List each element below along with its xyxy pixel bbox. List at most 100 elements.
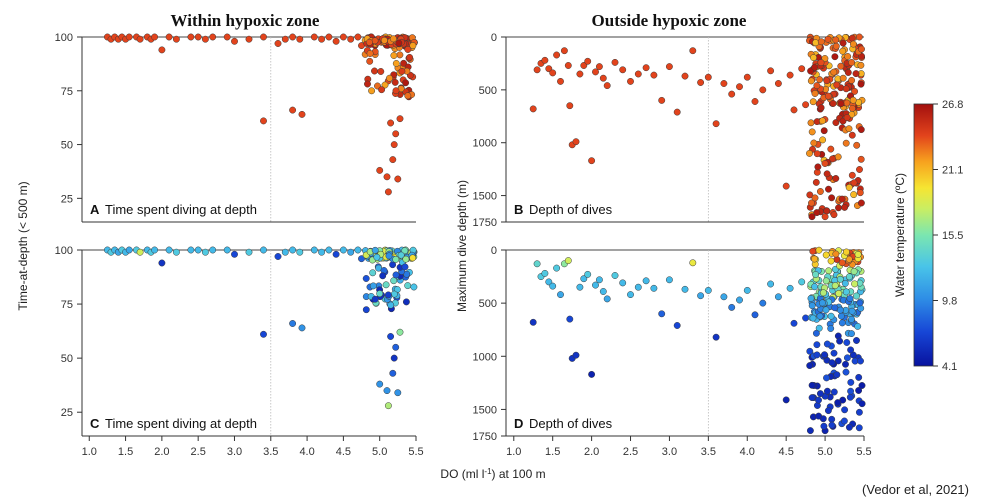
data-point [858,400,866,408]
data-point [373,253,381,261]
data-point [274,40,282,47]
data-point [813,150,821,158]
data-point [576,283,584,291]
colorbar: 26.8 21.1 15.5 9.8 4.1 Water temperature (ºC… [893,99,963,373]
data-point [743,73,751,81]
data-point [390,141,398,149]
x-tick-label: 1.0 [506,446,521,458]
data-point [339,246,347,254]
plot-area [82,37,416,222]
data-point [852,70,860,78]
data-point [390,277,398,285]
panel-letter: D [514,416,523,431]
data-point [798,65,806,73]
data-point [325,246,333,254]
data-point [332,250,340,258]
x-tick-label: 4.5 [779,446,794,458]
y-tick-label: 50 [61,353,73,365]
x-tick-label: 2.5 [191,446,206,458]
data-point [847,387,855,395]
data-point [383,387,391,395]
data-point [389,156,397,164]
data-point [855,33,863,41]
data-point [553,264,561,272]
y-tick-label: 100 [55,32,73,44]
data-point [712,120,720,128]
data-point [366,50,374,57]
data-point [557,77,564,85]
data-point [392,60,400,67]
data-point [839,39,847,47]
data-point [782,182,790,190]
data-point [786,284,794,292]
data-point [845,423,853,431]
data-point [371,246,379,254]
data-point [845,184,853,191]
data-point [533,66,541,74]
data-point [808,199,815,207]
data-point [369,269,377,277]
data-point [595,63,603,71]
x-tick-label: 3.0 [227,446,242,458]
data-point [201,35,209,43]
data-point [806,427,814,435]
data-point [354,246,362,254]
colorbar-tick-label: 15.5 [942,230,963,242]
data-point [201,248,209,256]
data-point [347,248,355,256]
data-point [382,281,390,289]
data-point [842,368,850,376]
x-tick-label: 5.5 [408,446,423,458]
data-point [728,303,736,311]
data-point [371,67,378,75]
data-point [851,280,859,288]
data-point [827,257,835,265]
data-point [808,302,816,310]
colorbar-tick-label: 21.1 [942,165,963,177]
data-point [392,87,400,95]
data-point [298,110,306,118]
data-point [828,194,836,202]
data-point [837,312,845,320]
data-point [845,255,853,263]
data-point [823,207,831,215]
panel-letter: B [514,202,523,217]
data-point [366,57,374,65]
x-tick-label: 1.5 [545,446,560,458]
data-point [385,252,393,260]
data-point [819,136,827,144]
data-point [848,76,856,84]
data-point [837,100,845,108]
x-tick-label: 3.5 [701,446,716,458]
data-point [832,175,840,182]
data-point [823,170,831,178]
data-point [410,283,418,291]
data-point [813,351,821,359]
data-point [584,57,592,65]
x-tick-label: 3.5 [263,446,278,458]
panel-a: 100 75 50 25 A Time spent diving at depth [55,32,418,223]
data-point [390,52,398,59]
y-tick-label: 1750 [473,217,497,229]
data-point [855,387,863,394]
data-point [846,393,854,401]
data-point [841,203,849,211]
data-point [782,396,790,404]
x-tick-label: 4.0 [740,446,755,458]
data-point [806,149,813,157]
y-tick-label: 0 [491,245,497,257]
data-point [158,46,166,54]
data-point [812,271,820,278]
data-point [401,263,409,271]
data-point [853,337,860,344]
x-tick-label: 1.0 [82,446,97,458]
x-tick-label: 3.0 [662,446,677,458]
data-point [850,268,858,275]
data-point [751,311,759,319]
data-point [187,246,195,254]
data-point [260,246,267,254]
data-point [172,248,180,256]
data-point [599,74,607,82]
data-point [402,298,410,306]
data-point [823,340,831,348]
